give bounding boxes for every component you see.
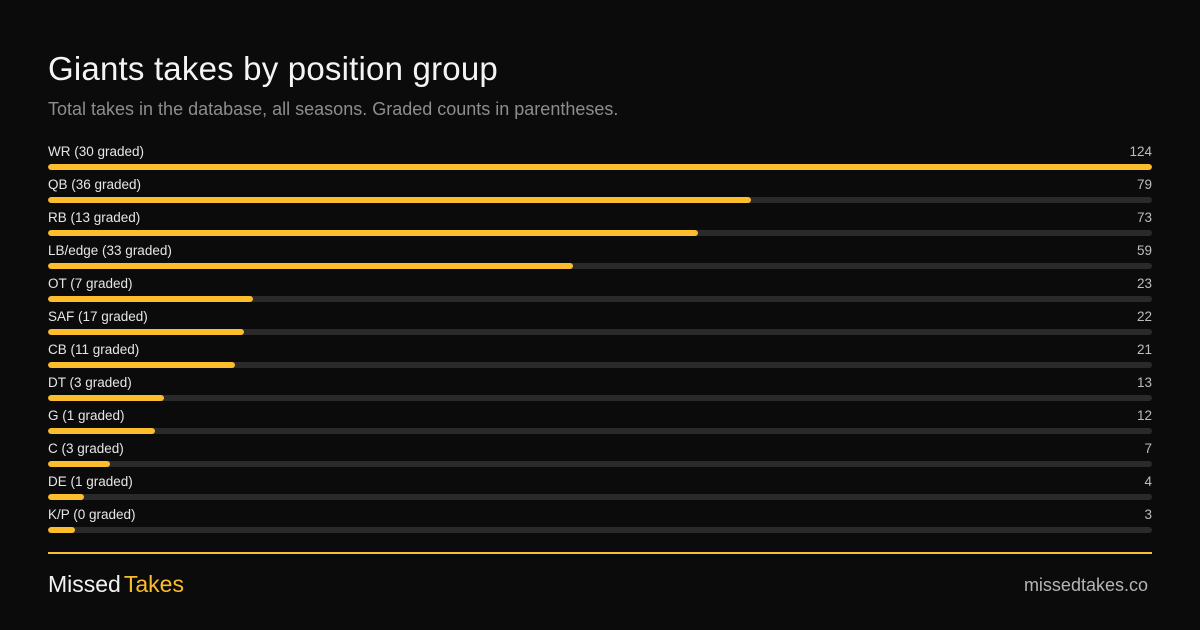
bar-label: SAF (17 graded): [48, 309, 148, 324]
bar-label: K/P (0 graded): [48, 507, 136, 522]
bar-row: DT (3 graded) 13: [48, 374, 1152, 407]
bar-track: [48, 362, 1152, 368]
bar-row: CB (11 graded) 21: [48, 341, 1152, 374]
bar-row: G (1 graded) 12: [48, 407, 1152, 440]
bar-row: DE (1 graded) 4: [48, 473, 1152, 506]
bar: [48, 527, 75, 533]
bar-track: [48, 527, 1152, 533]
bar: [48, 329, 244, 335]
bar-track: [48, 494, 1152, 500]
bar-value-label: 3: [1144, 507, 1152, 522]
bar: [48, 164, 1152, 170]
bar-track: [48, 461, 1152, 467]
bar-value-label: 4: [1144, 474, 1152, 489]
bar: [48, 197, 752, 203]
bar-track: [48, 395, 1152, 401]
brand-logo: Missed Takes: [48, 571, 184, 598]
bar-row: WR (30 graded) 124: [48, 143, 1152, 176]
bar-label: C (3 graded): [48, 441, 124, 456]
bar-row: C (3 graded) 7: [48, 440, 1152, 473]
brand-part-takes: Takes: [123, 571, 184, 597]
bar: [48, 230, 698, 236]
bar-label: WR (30 graded): [48, 144, 145, 159]
bar: [48, 362, 235, 368]
bar-rows: WR (30 graded) 124 QB (36 graded) 79 RB (13 …: [48, 143, 1152, 539]
chart-subtitle: Total takes in the database, all seasons…: [48, 99, 619, 119]
bar-track: [48, 329, 1152, 335]
bar-value-label: 21: [1136, 342, 1152, 357]
bar-label: DT (3 graded): [48, 375, 132, 390]
bar-track: [48, 428, 1152, 434]
brand-part-missed: Missed: [48, 571, 121, 597]
bar-track: [48, 164, 1152, 170]
bar-row: K/P (0 graded) 3: [48, 506, 1152, 539]
bar: [48, 263, 574, 269]
bar-track: [48, 197, 1152, 203]
bar-label: OT (7 graded): [48, 276, 133, 291]
bar-label: CB (11 graded): [48, 342, 140, 357]
bar-track: [48, 230, 1152, 236]
bar-row: LB/edge (33 graded) 59: [48, 242, 1152, 275]
bar-label: RB (13 graded): [48, 210, 141, 225]
bar: [48, 461, 111, 467]
bar-track: [48, 296, 1152, 302]
bar-track: [48, 263, 1152, 269]
bar-label: DE (1 graded): [48, 474, 133, 489]
bar-row: QB (36 graded) 79: [48, 176, 1152, 209]
bar-value-label: 59: [1136, 243, 1152, 258]
bar-value-label: 79: [1136, 177, 1152, 192]
bar: [48, 296, 253, 302]
bar-value-label: 124: [1129, 144, 1152, 159]
chart-title: Giants takes by position group: [48, 50, 498, 87]
bar-value-label: 22: [1136, 309, 1152, 324]
bar-value-label: 13: [1136, 375, 1152, 390]
bar: [48, 494, 84, 500]
bar-label: QB (36 graded): [48, 177, 142, 192]
bar-row: RB (13 graded) 73: [48, 209, 1152, 242]
bar-label: LB/edge (33 graded): [48, 243, 172, 258]
bar-row: OT (7 graded) 23: [48, 275, 1152, 308]
bar-value-label: 73: [1136, 210, 1152, 225]
bar-row: SAF (17 graded) 22: [48, 308, 1152, 341]
bar-label: G (1 graded): [48, 408, 125, 423]
bar-value-label: 12: [1136, 408, 1152, 423]
bar-value-label: 23: [1136, 276, 1152, 291]
footer-divider: [48, 552, 1152, 554]
bar: [48, 428, 155, 434]
site-url: missedtakes.co: [1023, 575, 1148, 595]
bar: [48, 395, 164, 401]
bar-value-label: 7: [1144, 441, 1152, 456]
